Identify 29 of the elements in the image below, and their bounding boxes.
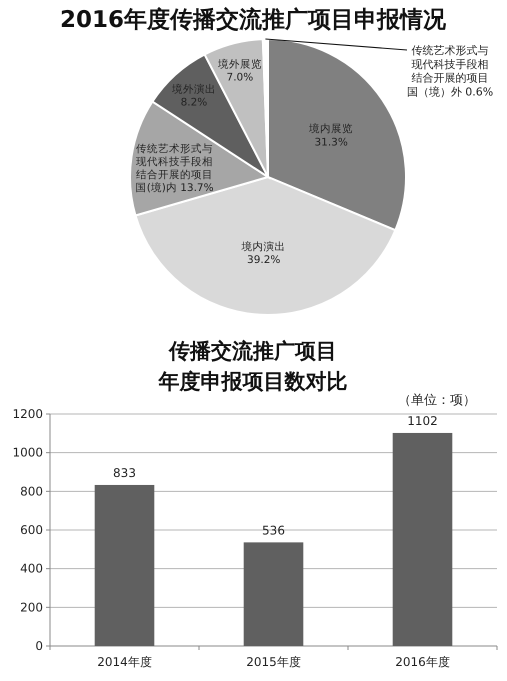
y-tick-label: 0: [35, 639, 43, 653]
chart-title: 2016年度传播交流推广项目申报情况: [60, 6, 448, 33]
x-tick-label: 2016年度: [395, 655, 450, 669]
x-tick-label: 2014年度: [97, 655, 152, 669]
slice-label: 境内演出: [240, 240, 286, 254]
slice-label: 传统艺术形式与现代科技手段相结合开展的项目国(境)内 13.7%: [136, 142, 214, 194]
x-tick-label: 2015年度: [246, 655, 301, 669]
data-label: 833: [113, 466, 136, 480]
bar: [392, 432, 452, 646]
y-tick-label: 400: [20, 562, 43, 576]
y-tick-label: 600: [20, 523, 43, 537]
data-label: 536: [262, 523, 285, 538]
data-label: 1102: [407, 414, 438, 428]
slice-label: 境外演出: [170, 82, 216, 96]
slice-label: 境内展览: [308, 122, 354, 136]
y-tick-label: 1000: [12, 446, 43, 460]
bar: [244, 542, 304, 646]
y-tick-label: 1200: [12, 407, 43, 421]
slice-label: 境外展览: [216, 57, 262, 70]
chart-title: 传播交流推广项目年度申报项目数对比: [158, 339, 348, 394]
y-tick-label: 200: [20, 600, 43, 614]
y-tick-label: 800: [20, 484, 43, 498]
data-label: 7.0%: [226, 72, 254, 84]
text: （单位：项）: [398, 393, 476, 408]
data-label: 39.2%: [247, 254, 280, 266]
data-label: 31.3%: [314, 136, 348, 148]
bar: [94, 484, 154, 646]
slice-label: 传统艺术形式与现代科技手段相结合开展的项目国（境）外 0.6%: [406, 44, 494, 98]
data-label: 8.2%: [180, 96, 208, 108]
